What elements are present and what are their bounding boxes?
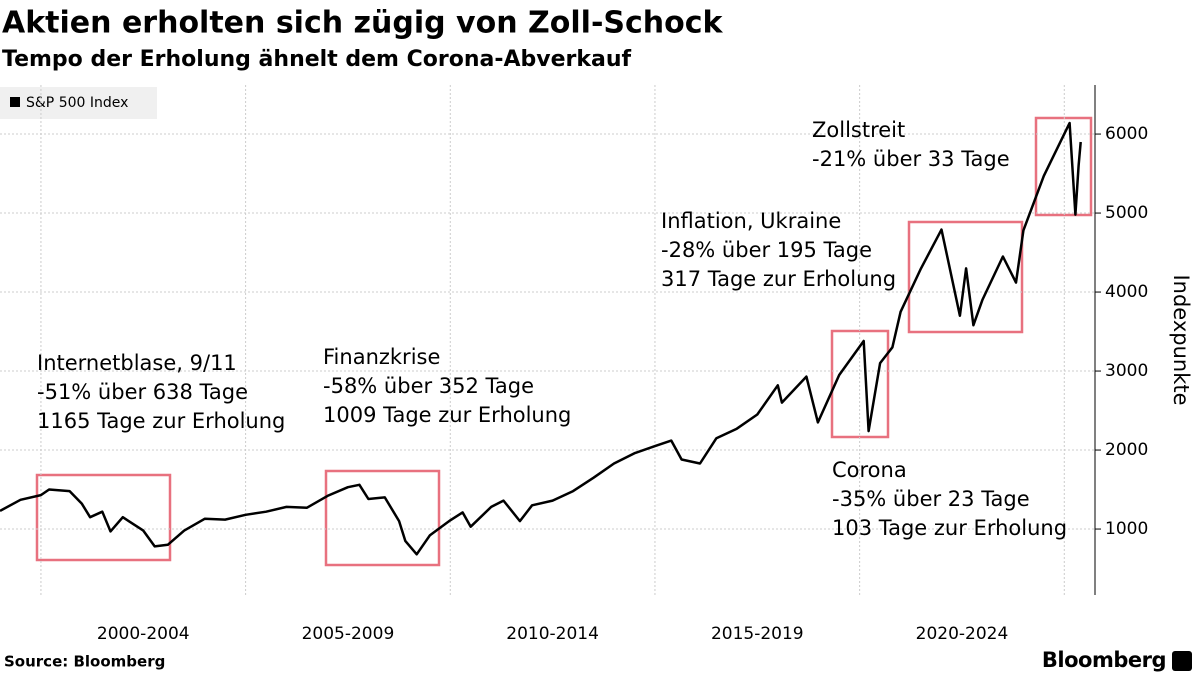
y-tick-label: 5000	[1105, 203, 1148, 223]
annotation: Finanzkrise	[323, 345, 440, 369]
highlight-box	[35, 473, 172, 562]
y-tick-label: 6000	[1105, 124, 1148, 144]
x-tick-label: 2010-2014	[506, 624, 599, 644]
annotation: 1009 Tage zur Erholung	[323, 403, 571, 427]
x-tick-label: 2005-2009	[302, 624, 395, 644]
annotation: -28% über 195 Tage	[661, 238, 872, 262]
annotation: -35% über 23 Tage	[832, 487, 1030, 511]
y-tick-label: 4000	[1105, 282, 1148, 302]
source: Source: Bloomberg	[4, 653, 165, 671]
highlight-box	[324, 469, 441, 567]
annotation: Zollstreit	[812, 118, 905, 142]
chart-title: Aktien erholten sich zügig von Zoll-Scho…	[2, 6, 724, 41]
annotation: Corona	[832, 458, 907, 482]
legend-label: S&P 500 Index	[26, 95, 128, 111]
y-axis-label: Indexpunkte	[1169, 274, 1193, 405]
annotation: Inflation, Ukraine	[661, 209, 841, 233]
y-tick-label: 1000	[1105, 519, 1148, 539]
annotation: 317 Tage zur Erholung	[661, 267, 896, 291]
annotation: -51% über 638 Tage	[37, 380, 248, 404]
highlight-box	[1034, 116, 1093, 217]
legend-box	[0, 87, 157, 119]
annotation: Internetblase, 9/11	[37, 351, 237, 375]
y-tick-label: 2000	[1105, 440, 1148, 460]
brand: Bloomberg	[1042, 648, 1166, 672]
legend-swatch	[10, 97, 20, 107]
highlight-box	[907, 220, 1024, 334]
annotation: -58% über 352 Tage	[323, 374, 534, 398]
y-tick-label: 3000	[1105, 361, 1148, 381]
line	[0, 121, 1082, 556]
x-tick-label: 2000-2004	[97, 624, 190, 644]
brand-icon	[1172, 651, 1192, 671]
chart-subtitle: Tempo der Erholung ähnelt dem Corona-Abv…	[2, 47, 632, 72]
x-tick-label: 2015-2019	[711, 624, 804, 644]
annotation: -21% über 33 Tage	[812, 147, 1010, 171]
x-tick-label: 2020-2024	[916, 624, 1009, 644]
annotation: 1165 Tage zur Erholung	[37, 409, 285, 433]
annotation: 103 Tage zur Erholung	[832, 516, 1067, 540]
